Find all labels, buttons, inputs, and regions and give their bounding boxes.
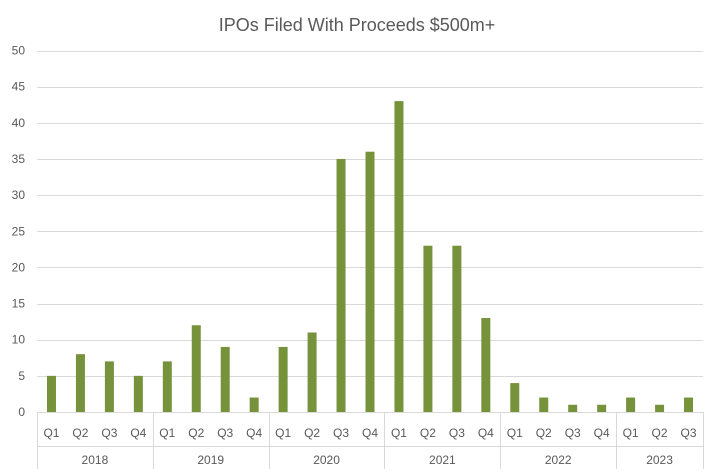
- y-tick-label: 15: [12, 297, 26, 311]
- x-tick-label: Q2: [188, 426, 204, 440]
- bar: [539, 397, 549, 412]
- x-tick-label: Q3: [565, 426, 581, 440]
- x-tick-label: Q2: [420, 426, 436, 440]
- x-tick-label: Q3: [449, 426, 465, 440]
- bar: [365, 151, 375, 412]
- y-tick-label: 25: [12, 224, 26, 238]
- x-tick-label: Q4: [594, 426, 610, 440]
- x-tick-label: Q3: [333, 426, 349, 440]
- y-tick-label: 20: [12, 260, 26, 274]
- bar: [626, 397, 636, 412]
- bar: [655, 404, 665, 412]
- bar: [336, 158, 346, 412]
- bar: [75, 354, 85, 412]
- bar: [104, 361, 114, 412]
- y-tick-label: 0: [18, 405, 25, 419]
- bars: [46, 101, 694, 413]
- bar: [684, 397, 694, 412]
- y-tick-label: 35: [12, 152, 26, 166]
- bar: [249, 397, 259, 412]
- x-tick-label: Q3: [217, 426, 233, 440]
- bar: [162, 361, 172, 412]
- bar: [394, 101, 404, 413]
- x-tick-label: Q2: [72, 426, 88, 440]
- x-tick-label: Q2: [304, 426, 320, 440]
- y-tick-label: 10: [12, 333, 26, 347]
- year-label: 2022: [545, 453, 572, 467]
- year-label: 2018: [82, 453, 109, 467]
- y-tick-label: 5: [18, 369, 25, 383]
- year-label: 2019: [197, 453, 224, 467]
- year-label: 2023: [646, 453, 673, 467]
- year-label: 2021: [429, 453, 456, 467]
- bar: [46, 375, 56, 412]
- x-tick-label: Q1: [623, 426, 639, 440]
- bar: [191, 325, 201, 412]
- bar: [220, 346, 230, 412]
- y-tick-label: 50: [12, 44, 26, 58]
- bar: [568, 404, 578, 412]
- x-axis: Q1 Q2 Q3 Q4 Q1 Q2 Q3 Q4 Q1 Q2 Q3 Q4 Q1 Q2 Q3 Q4 Q1 Q2 Q3 Q4…: [37, 412, 704, 469]
- y-tick-labels: 0 5 10 15 20 25 30 35 40 45 50: [12, 44, 26, 420]
- x-tick-label: Q3: [101, 426, 117, 440]
- chart-title: IPOs Filed With Proceeds $500m+: [219, 15, 496, 35]
- year-label: 2020: [313, 453, 340, 467]
- bar: [510, 383, 520, 412]
- x-tick-label: Q4: [130, 426, 146, 440]
- x-tick-label: Q4: [246, 426, 262, 440]
- x-tick-label: Q1: [159, 426, 175, 440]
- bar: [278, 346, 288, 412]
- x-tick-label: Q1: [391, 426, 407, 440]
- x-tick-label: Q1: [507, 426, 523, 440]
- y-tick-label: 30: [12, 188, 26, 202]
- bar: [481, 318, 491, 412]
- y-tick-label: 45: [12, 80, 26, 94]
- x-tick-label: Q3: [681, 426, 697, 440]
- bar: [452, 245, 462, 412]
- bar: [597, 404, 607, 412]
- x-tick-label: Q1: [43, 426, 59, 440]
- x-tick-label: Q2: [536, 426, 552, 440]
- bar: [307, 332, 317, 412]
- bar: [423, 245, 433, 412]
- x-tick-label: Q4: [478, 426, 494, 440]
- bar: [133, 375, 143, 412]
- x-tick-label: Q2: [652, 426, 668, 440]
- x-tick-label: Q4: [362, 426, 378, 440]
- x-tick-label: Q1: [275, 426, 291, 440]
- y-tick-label: 40: [12, 116, 26, 130]
